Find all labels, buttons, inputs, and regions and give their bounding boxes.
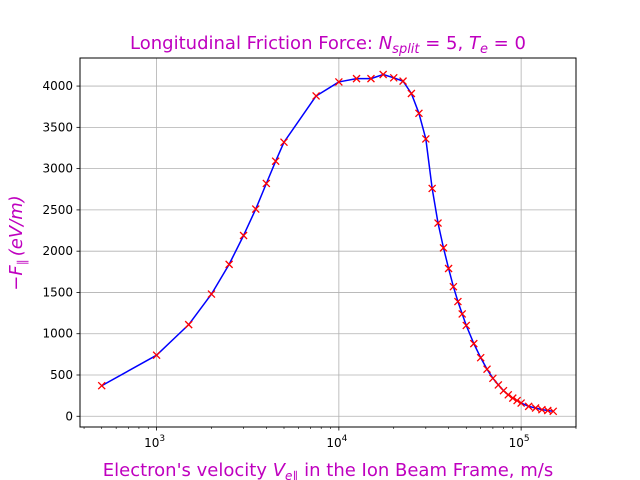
series-layer [97,70,558,416]
y-tick-label: 500 [50,368,73,382]
data-point [549,407,558,416]
data-point [271,157,280,166]
title-n-subscript: split [392,42,420,57]
data-point [239,231,248,240]
data-point [462,321,471,330]
y-axis: 0 500 1000 1500 2000 2500 3000 3500 4000 [42,79,80,423]
y-tick-label: 0 [65,409,73,423]
title-n-symbol: N [379,33,392,54]
y-tick-label: 2000 [42,244,73,258]
grid [80,58,576,427]
y-tick-label: 2500 [42,203,73,217]
xlabel-v-subscript: e∥ [285,469,298,480]
data-point [421,134,430,143]
data-point [513,396,522,405]
y-tick-label: 3000 [42,162,73,176]
data-point [476,353,485,362]
xlabel-prefix: Electron's velocity [103,460,273,480]
y-tick-label: 3500 [42,120,73,134]
xlabel-suffix: in the Ion Beam Frame, m/s [298,460,553,480]
y-tick-label: 4000 [42,79,73,93]
title-t-symbol: T [469,33,482,54]
data-point [379,70,388,79]
x-tick-exponent: 5 [524,434,530,444]
data-point [524,402,533,411]
x-axis-title: Electron's velocity Ve∥ in the Ion Beam … [103,460,553,480]
data-point [458,309,467,318]
title-prefix: Longitudinal Friction Force: [130,33,379,54]
data-point [469,339,478,348]
y-tick-label: 1000 [42,327,73,341]
plot-frame [79,57,577,428]
data-point [280,138,288,147]
x-axis: 103 104 105 [83,427,577,450]
data-point [262,179,271,188]
data-point [483,365,491,374]
data-point [184,320,193,329]
title-t-subscript: e [480,42,488,57]
x-tick-exponent: 4 [342,434,348,444]
data-point [488,374,497,383]
data-point [389,73,398,82]
data-point [414,109,423,118]
ylabel-unit: (eV/m) [6,195,27,256]
data-point [251,205,260,214]
data-point [352,74,361,83]
x-tick-base: 10 [326,436,341,450]
data-point [439,243,448,252]
title-n-value: = 5, [420,33,469,54]
data-point [399,77,408,86]
x-tick-label: 104 [326,434,347,450]
x-tick-exponent: 3 [159,434,165,444]
chart-title: Longitudinal Friction Force: Nsplit = 5,… [130,33,526,57]
data-point [152,351,161,360]
xlabel-v-symbol: V [273,460,287,480]
data-point [97,381,106,390]
data-point [517,399,526,408]
data-point [207,290,216,299]
title-t-value: = 0 [488,33,526,54]
ylabel-f-symbol: F [6,265,27,276]
x-tick-label: 103 [144,434,165,450]
data-point [225,260,234,269]
series-line [101,73,554,413]
data-point [428,184,437,193]
data-point [453,297,462,306]
y-tick-label: 1500 [42,285,73,299]
data-point [449,282,458,291]
ylabel-f-subscript: ∥ [15,259,29,265]
x-tick-label: 105 [509,434,530,450]
data-point [312,92,321,100]
data-point [407,89,416,98]
data-point [444,264,453,273]
y-axis-title: −F∥ (eV/m) [6,195,29,290]
data-point [504,390,513,399]
data-point [531,404,540,412]
ylabel-minus: − [6,276,27,291]
data-point [434,219,442,228]
data-point [334,77,343,86]
data-point [508,394,517,403]
x-tick-base: 10 [144,436,159,450]
x-tick-base: 10 [509,436,524,450]
data-point [366,74,375,83]
